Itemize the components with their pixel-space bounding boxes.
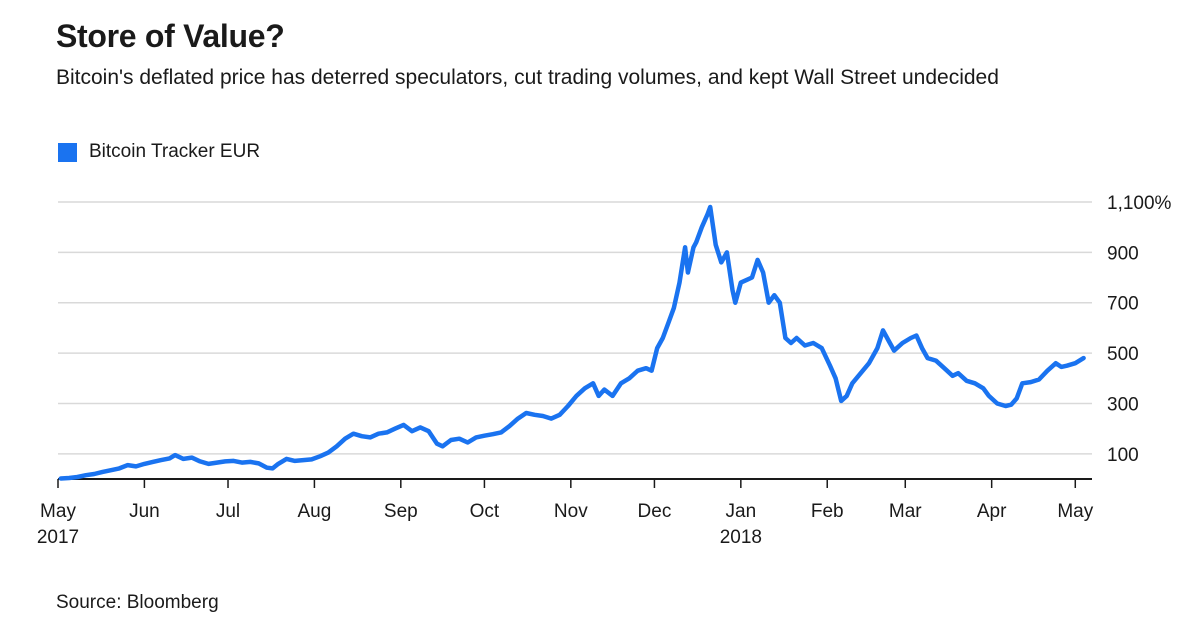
x-tick-label: Sep <box>384 501 418 522</box>
y-tick-label: 500 <box>1107 344 1139 365</box>
x-tick-label: Jun <box>129 501 160 522</box>
x-tick-label: Apr <box>977 501 1007 522</box>
x-tick-sublabel: 2017 <box>37 527 79 548</box>
legend-label: Bitcoin Tracker EUR <box>89 141 261 162</box>
legend: Bitcoin Tracker EUR <box>58 141 260 163</box>
source-note: Source: Bloomberg <box>56 592 219 613</box>
series-line-bitcoin-tracker-eur <box>58 204 1086 481</box>
y-tick-label: 100 <box>1107 445 1139 466</box>
x-tick-label: May <box>1057 501 1093 522</box>
y-tick-label: 900 <box>1107 243 1139 264</box>
x-tick-label: Jul <box>216 501 240 522</box>
x-tick-label: Mar <box>889 501 922 522</box>
y-tick-label: 1,100% <box>1107 193 1172 214</box>
x-tick-label: Feb <box>811 501 844 522</box>
x-tick-label: Oct <box>470 501 500 522</box>
x-tick-label: Nov <box>554 501 588 522</box>
x-tick-label: Jan <box>726 501 757 522</box>
x-tick-label: May <box>40 501 76 522</box>
legend-swatch <box>58 142 77 162</box>
x-tick-label: Dec <box>638 501 672 522</box>
chart-subtitle: Bitcoin's deflated price has deterred sp… <box>56 66 999 89</box>
y-tick-label: 700 <box>1107 294 1139 315</box>
x-tick-label: Aug <box>298 501 332 522</box>
y-tick-label: 300 <box>1107 394 1139 415</box>
chart-title: Store of Value? <box>56 18 285 54</box>
x-tick-sublabel: 2018 <box>720 527 762 548</box>
